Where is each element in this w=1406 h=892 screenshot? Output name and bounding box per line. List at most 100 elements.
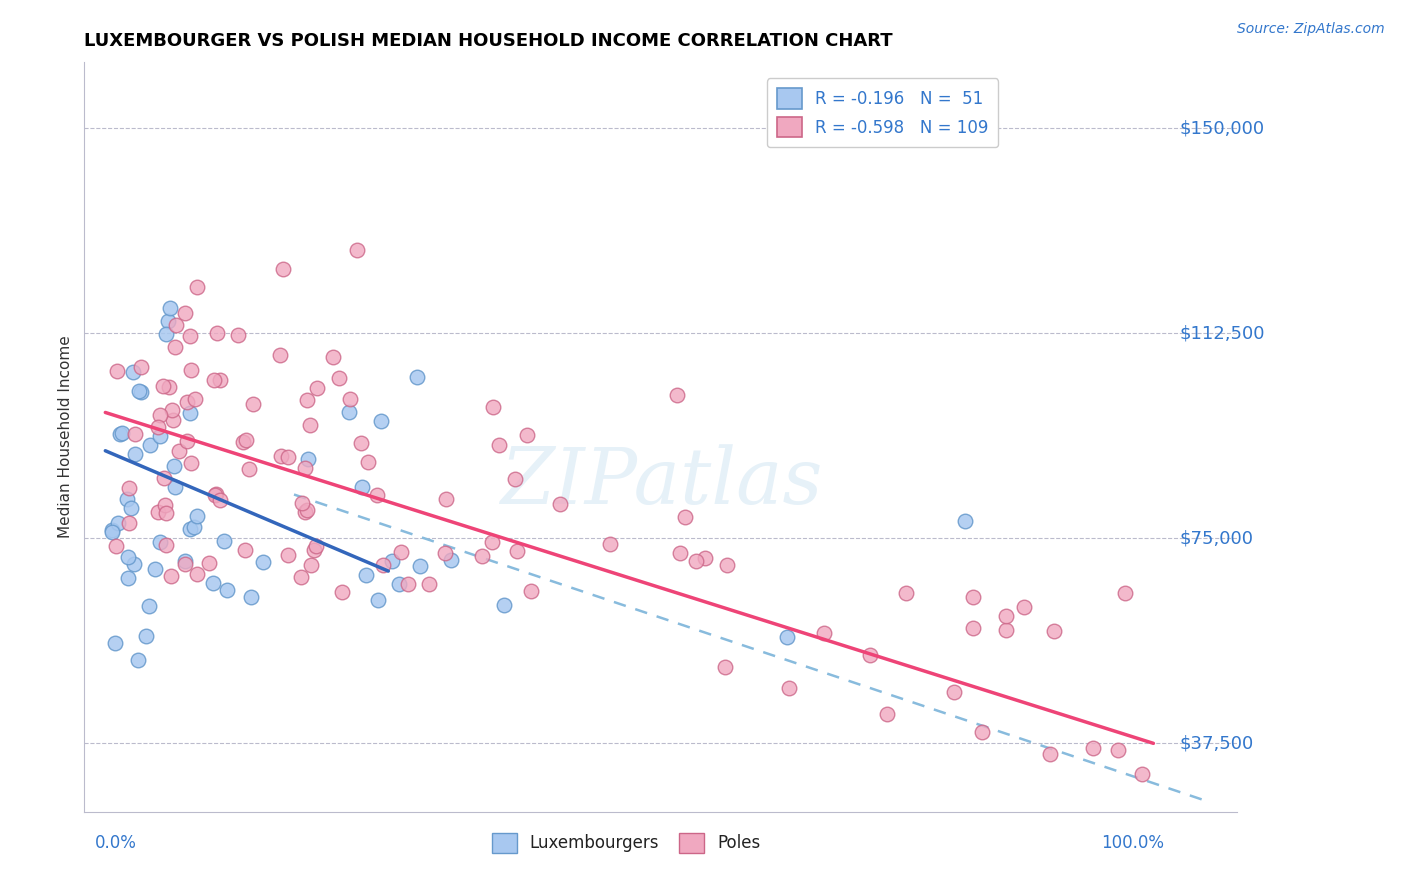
Point: [1012, 600, 1035, 615]
Point: [269, 348, 291, 362]
Point: [160, 403, 183, 417]
Point: [186, 566, 208, 581]
Point: [1039, 747, 1062, 761]
Point: [290, 570, 312, 584]
Point: [297, 451, 319, 466]
Point: [418, 577, 440, 591]
Point: [440, 553, 463, 567]
Point: [339, 405, 361, 419]
Point: [548, 497, 571, 511]
Point: [146, 420, 169, 434]
Point: [276, 450, 298, 465]
Text: $37,500: $37,500: [1180, 734, 1254, 752]
Point: [972, 724, 994, 739]
Point: [201, 576, 224, 591]
Point: [339, 392, 361, 406]
Point: [101, 525, 124, 540]
Point: [396, 577, 419, 591]
Point: [205, 326, 228, 340]
Point: [180, 456, 202, 470]
Point: [163, 458, 186, 473]
Point: [685, 554, 707, 568]
Point: [117, 571, 139, 585]
Point: [294, 461, 316, 475]
Point: [366, 488, 388, 502]
Point: [198, 557, 221, 571]
Point: [519, 584, 541, 599]
Point: [107, 516, 129, 530]
Point: [122, 365, 145, 379]
Text: LUXEMBOURGER VS POLISH MEDIAN HOUSEHOLD INCOME CORRELATION CHART: LUXEMBOURGER VS POLISH MEDIAN HOUSEHOLD …: [84, 32, 893, 50]
Point: [1043, 624, 1066, 638]
Point: [155, 326, 177, 341]
Point: [354, 567, 377, 582]
Point: [163, 340, 186, 354]
Point: [238, 462, 260, 476]
Point: [270, 449, 292, 463]
Point: [148, 505, 170, 519]
Point: [179, 406, 201, 420]
Point: [775, 631, 797, 645]
Point: [673, 510, 696, 524]
Point: [124, 427, 146, 442]
Point: [179, 329, 201, 343]
Point: [388, 577, 411, 591]
Point: [481, 535, 503, 549]
Point: [155, 506, 177, 520]
Point: [1114, 586, 1136, 600]
Point: [505, 472, 527, 486]
Point: [356, 454, 378, 468]
Point: [291, 496, 314, 510]
Point: [138, 599, 160, 614]
Point: [120, 500, 142, 515]
Point: [599, 537, 621, 551]
Point: [104, 636, 127, 650]
Point: [162, 413, 184, 427]
Point: [299, 418, 322, 433]
Point: [330, 584, 353, 599]
Point: [124, 447, 146, 461]
Point: [127, 653, 149, 667]
Point: [157, 314, 180, 328]
Text: Source: ZipAtlas.com: Source: ZipAtlas.com: [1237, 22, 1385, 37]
Point: [346, 243, 368, 257]
Point: [239, 590, 262, 604]
Point: [1081, 740, 1104, 755]
Point: [184, 392, 207, 407]
Point: [471, 549, 494, 563]
Point: [962, 621, 984, 635]
Point: [305, 539, 328, 553]
Point: [153, 498, 176, 512]
Text: 0.0%: 0.0%: [94, 834, 136, 852]
Point: [174, 554, 197, 568]
Point: [183, 520, 205, 534]
Text: $150,000: $150,000: [1180, 119, 1265, 137]
Point: [994, 608, 1017, 623]
Point: [226, 327, 249, 342]
Point: [165, 480, 187, 494]
Point: [128, 384, 150, 399]
Point: [252, 555, 274, 569]
Point: [152, 471, 174, 485]
Point: [176, 434, 198, 449]
Point: [167, 444, 190, 458]
Point: [209, 493, 232, 508]
Point: [953, 514, 976, 528]
Point: [174, 306, 197, 320]
Point: [180, 363, 202, 377]
Point: [373, 558, 395, 573]
Point: [204, 373, 226, 387]
Point: [149, 429, 172, 443]
Point: [295, 503, 318, 517]
Point: [129, 385, 152, 400]
Point: [492, 598, 515, 612]
Point: [145, 562, 167, 576]
Point: [117, 549, 139, 564]
Point: [149, 408, 172, 422]
Point: [294, 505, 316, 519]
Text: $112,500: $112,500: [1180, 324, 1265, 343]
Point: [212, 533, 235, 548]
Point: [233, 543, 256, 558]
Point: [129, 360, 152, 375]
Point: [516, 427, 538, 442]
